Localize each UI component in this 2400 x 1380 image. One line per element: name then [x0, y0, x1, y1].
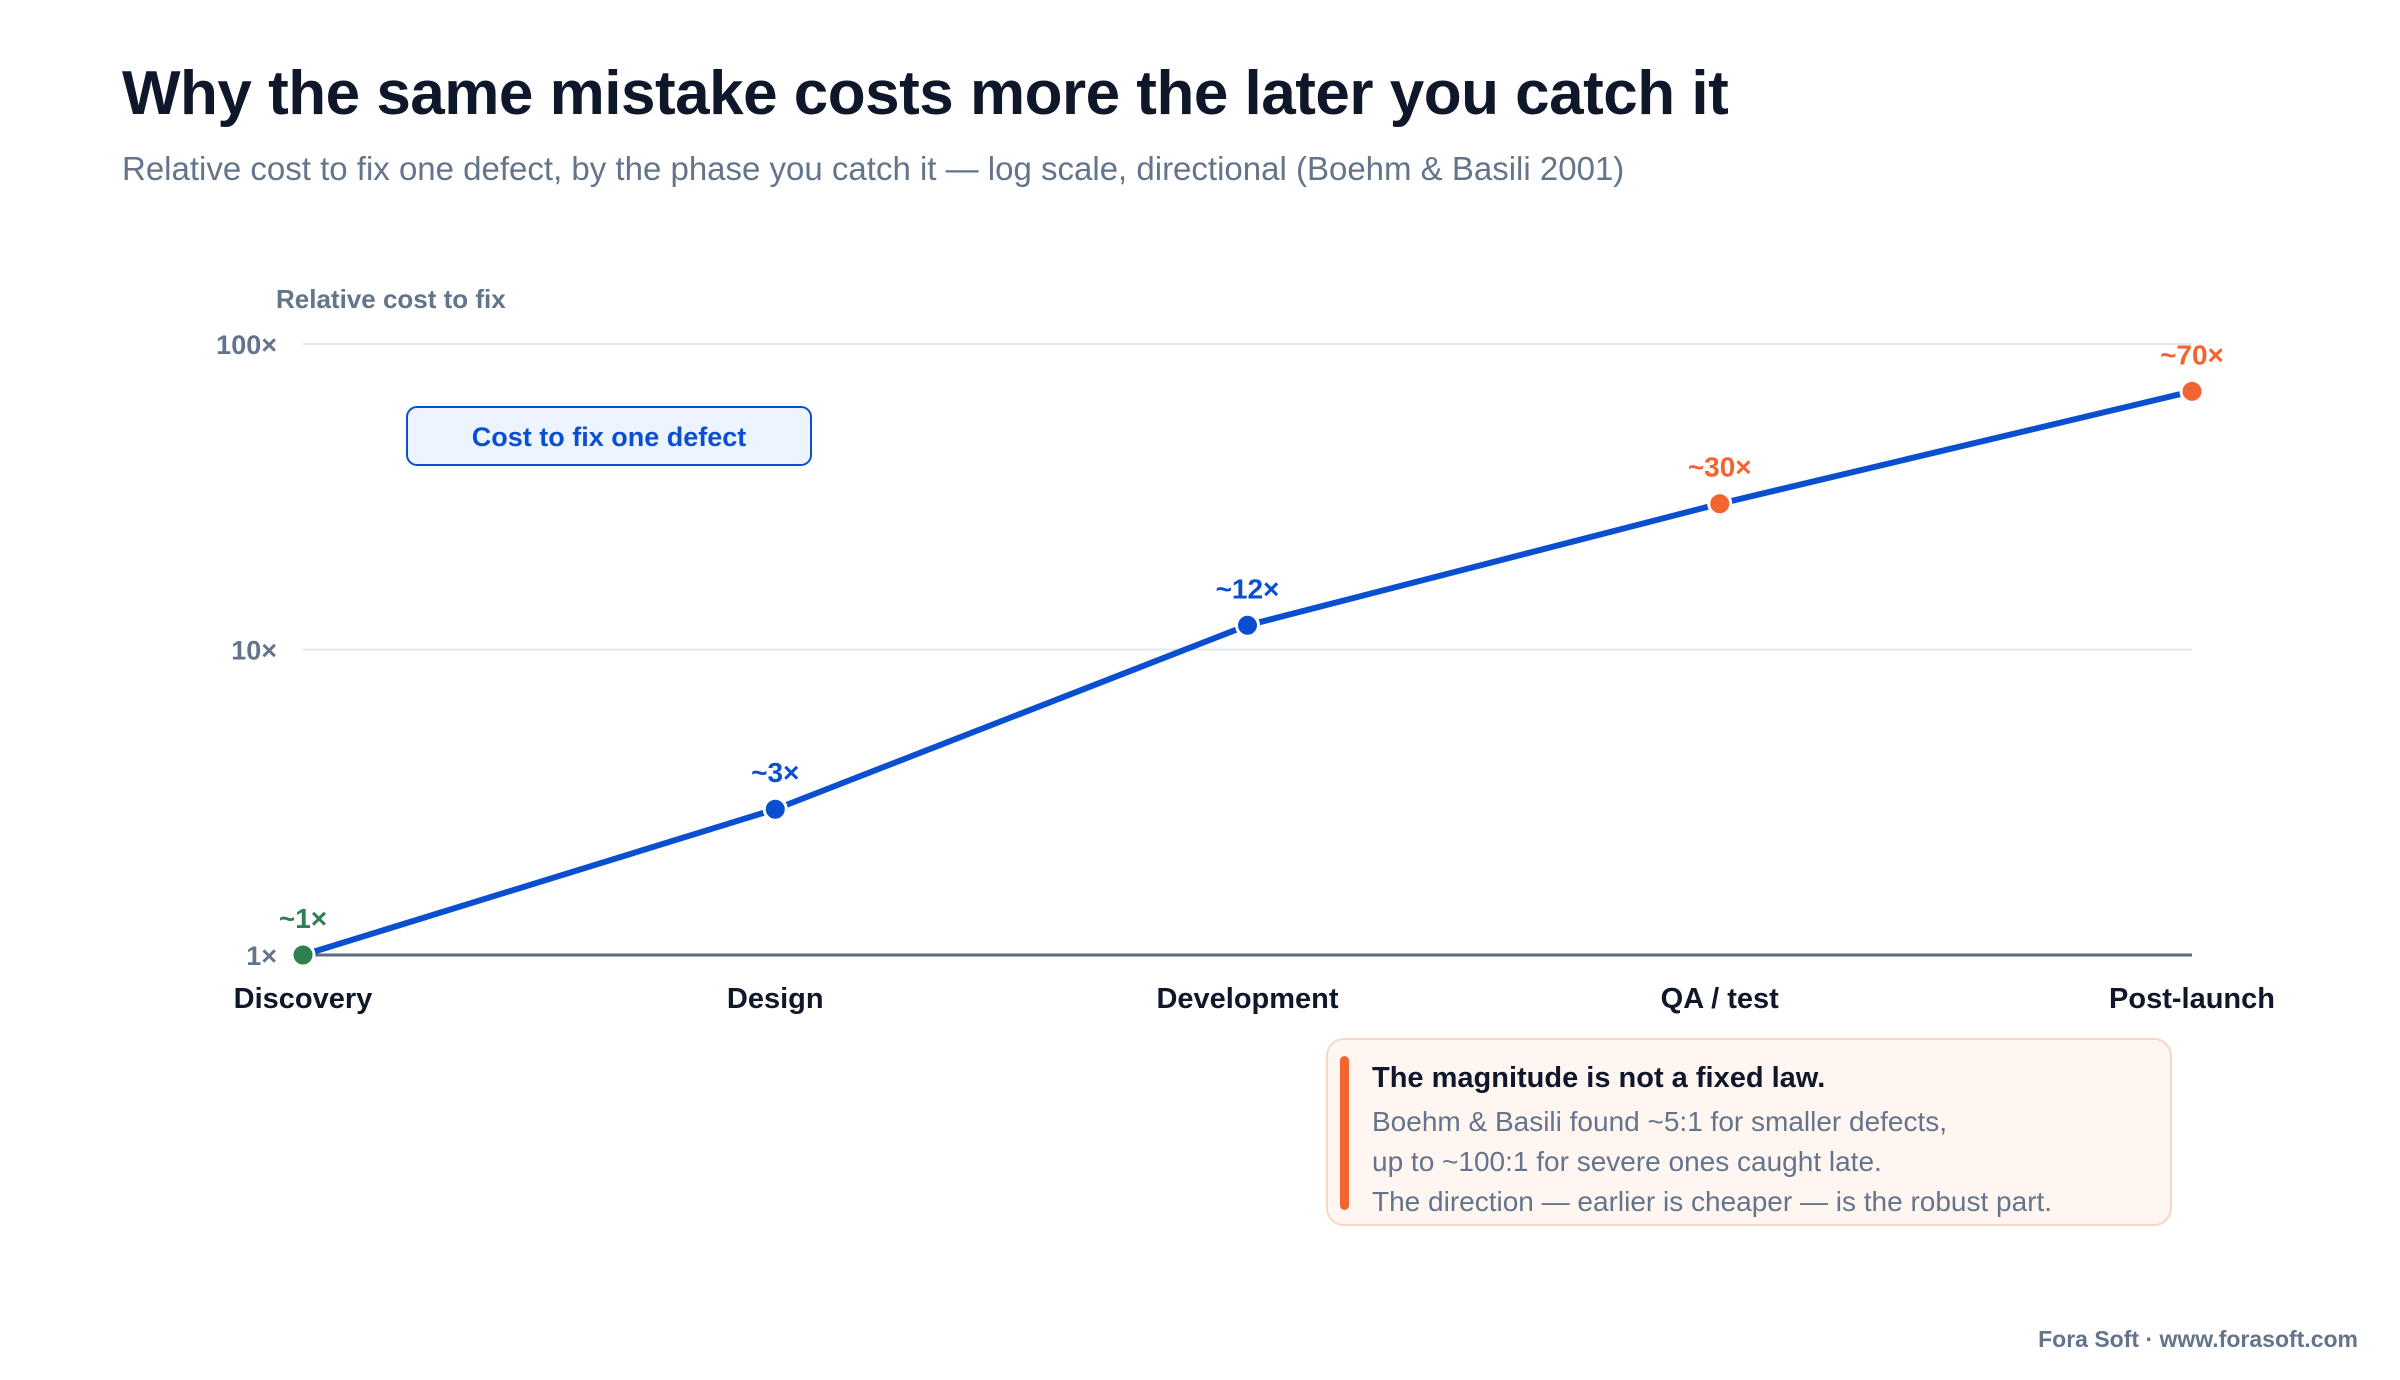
x-tick-label: QA / test: [1661, 983, 1780, 1015]
data-point: [290, 942, 316, 968]
series-line: [300, 388, 2195, 958]
chart-subtitle: Relative cost to fix one defect, by the …: [122, 150, 1625, 187]
x-tick-label: Discovery: [234, 983, 373, 1015]
y-tick-label: 1×: [246, 941, 277, 971]
data-label: ~3×: [751, 757, 799, 788]
data-label: ~1×: [279, 903, 327, 934]
data-point: [1707, 491, 1733, 517]
note-accent-bar: [1340, 1056, 1349, 1210]
magnitude-note: The magnitude is not a fixed law. Boehm …: [1326, 1038, 2172, 1226]
y-tick-label: 10×: [231, 636, 277, 666]
data-label: ~30×: [1688, 452, 1752, 483]
data-point: [762, 796, 788, 822]
note-line: up to ~100:1 for severe ones caught late…: [1372, 1146, 1882, 1177]
note-title: The magnitude is not a fixed law.: [1372, 1062, 1826, 1094]
legend-box: [406, 406, 812, 466]
cost-line-chart: Relative cost to fix 1× 10× 100× Discovery De…: [216, 284, 2275, 1015]
note-line: The direction — earlier is cheaper — is …: [1372, 1186, 2053, 1217]
footer-credit: Fora Soft · www.forasoft.com: [2038, 1326, 2358, 1352]
chart-title: Why the same mistake costs more the late…: [122, 59, 1729, 128]
y-tick-label: 100×: [216, 330, 277, 360]
data-label: ~70×: [2160, 339, 2224, 370]
x-tick-label: Development: [1156, 983, 1338, 1015]
legend-label: Cost to fix one defect: [472, 422, 747, 452]
note-line: Boehm & Basili found ~5:1 for smaller de…: [1372, 1106, 1948, 1137]
data-point: [1235, 612, 1260, 638]
data-label: ~12×: [1216, 573, 1280, 604]
data-point: [2179, 378, 2205, 404]
x-tick-label: Design: [727, 983, 824, 1015]
y-axis-label: Relative cost to fix: [276, 284, 506, 314]
x-tick-label: Post-launch: [2109, 983, 2275, 1015]
